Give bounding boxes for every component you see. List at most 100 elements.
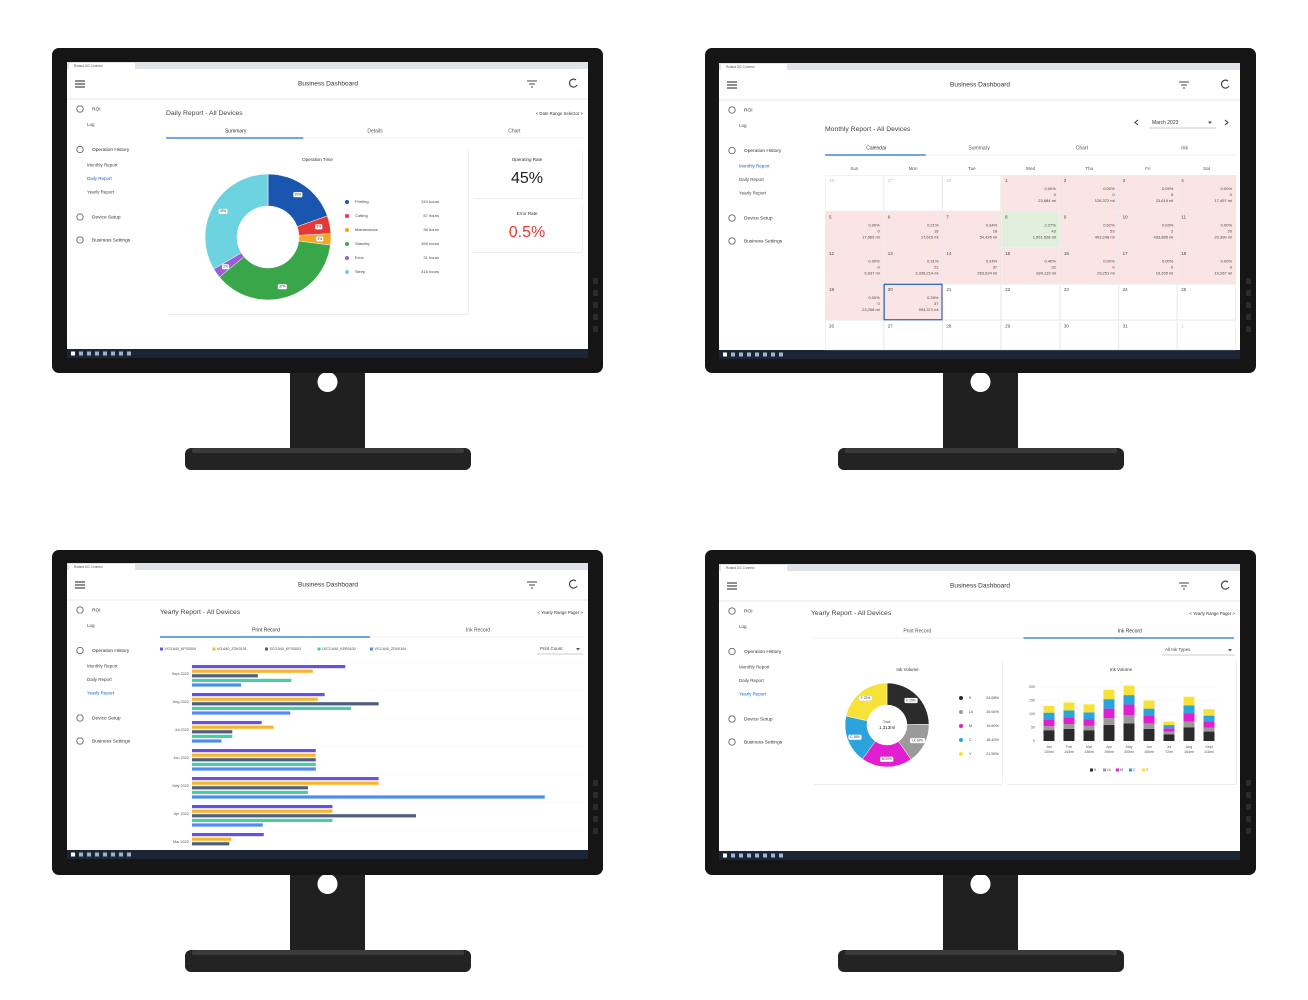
- day-cell[interactable]: [1177, 320, 1236, 351]
- day-cell[interactable]: [942, 284, 1001, 321]
- tab[interactable]: Print Record: [252, 627, 280, 633]
- day-rate: 0.00%: [1221, 222, 1233, 227]
- sidebar-subitem[interactable]: Log: [87, 122, 95, 127]
- tab[interactable]: Chart: [1076, 145, 1089, 151]
- day-cell[interactable]: [825, 211, 884, 248]
- sidebar-item[interactable]: Operation History: [92, 147, 130, 153]
- day-cell[interactable]: [1060, 284, 1119, 321]
- day-cell[interactable]: [1001, 320, 1060, 351]
- sidebar-item[interactable]: Device Setup: [744, 716, 773, 722]
- sidebar-subitem[interactable]: Monthly Report: [87, 163, 118, 168]
- dropdown[interactable]: All Ink Types: [1165, 647, 1191, 652]
- day-cell[interactable]: [942, 175, 1001, 212]
- refresh-icon[interactable]: [568, 579, 578, 589]
- tab[interactable]: Chart: [508, 128, 521, 134]
- day-cell[interactable]: [883, 320, 943, 351]
- sidebar-subitem[interactable]: Monthly Report: [739, 665, 770, 670]
- tab[interactable]: Ink Record: [1118, 628, 1142, 634]
- sidebar-item[interactable]: Device Setup: [92, 214, 121, 220]
- sidebar-item[interactable]: Business Settings: [92, 738, 131, 744]
- sidebar-item[interactable]: Operation History: [744, 148, 782, 154]
- legend-value: 243 hours: [421, 199, 439, 204]
- sidebar-item[interactable]: Business Settings: [744, 238, 783, 244]
- day-cell[interactable]: [825, 284, 884, 321]
- legend-swatch: [959, 710, 963, 714]
- day-cell[interactable]: [1001, 211, 1060, 248]
- day-cell[interactable]: [883, 283, 943, 321]
- day-cell[interactable]: [1118, 247, 1178, 284]
- sidebar-subitem[interactable]: Yearly Report: [87, 190, 115, 195]
- tab[interactable]: Summary: [968, 145, 990, 151]
- tab[interactable]: Details: [367, 128, 383, 134]
- day-count: 32: [1051, 265, 1056, 270]
- dropdown[interactable]: Print Count: [540, 646, 563, 651]
- sidebar-subitem[interactable]: Yearly Report: [739, 692, 767, 697]
- day-cell[interactable]: [1060, 247, 1119, 284]
- day-cell[interactable]: [883, 247, 943, 284]
- tab[interactable]: Print Record: [903, 628, 931, 634]
- sidebar-subitem[interactable]: Daily Report: [87, 677, 113, 682]
- month-label[interactable]: March 2023: [1152, 120, 1179, 126]
- refresh-icon[interactable]: [1220, 79, 1230, 89]
- sidebar-item[interactable]: Operation History: [744, 649, 782, 655]
- day-cell[interactable]: [1118, 175, 1178, 212]
- tab[interactable]: Ink: [1181, 145, 1188, 151]
- range-selector[interactable]: < Date Range Selector >: [536, 111, 584, 116]
- day-cell[interactable]: [825, 320, 884, 351]
- bezel-button: [1246, 792, 1251, 798]
- day-cell[interactable]: [1177, 284, 1236, 321]
- day-cell[interactable]: [1060, 175, 1119, 212]
- day-cell[interactable]: [942, 320, 1001, 351]
- sidebar-subitem[interactable]: Daily Report: [739, 177, 765, 182]
- legend-swatch: [959, 738, 963, 742]
- day-cell[interactable]: [942, 211, 1001, 248]
- sidebar-item[interactable]: ROI: [744, 608, 753, 614]
- sidebar-item[interactable]: Device Setup: [92, 715, 121, 721]
- legend-label: Y: [1146, 768, 1149, 772]
- day-cell[interactable]: [942, 247, 1001, 284]
- day-cell[interactable]: [883, 175, 943, 212]
- legend-label: VG-640_ZOK0101: [217, 647, 247, 651]
- sidebar-item[interactable]: ROI: [92, 106, 101, 112]
- day-cell[interactable]: [1177, 211, 1236, 248]
- day-cell[interactable]: [1001, 175, 1060, 212]
- weekday-label: Sat: [1203, 166, 1211, 171]
- day-cell[interactable]: [883, 211, 943, 248]
- day-cell[interactable]: [1118, 284, 1178, 321]
- sidebar-item[interactable]: Device Setup: [744, 215, 773, 221]
- day-cell[interactable]: [1060, 211, 1119, 248]
- sidebar-subitem[interactable]: Monthly Report: [739, 164, 770, 169]
- refresh-icon[interactable]: [1220, 580, 1230, 590]
- tab[interactable]: Ink Record: [466, 627, 490, 633]
- day-cell[interactable]: [825, 247, 884, 284]
- day-cell[interactable]: [1001, 247, 1060, 284]
- tab[interactable]: Summary: [225, 128, 247, 134]
- day-cell[interactable]: [1118, 320, 1178, 351]
- sidebar-item[interactable]: ROI: [92, 607, 101, 613]
- sidebar-subitem[interactable]: Daily Report: [87, 176, 113, 181]
- tab[interactable]: Calendar: [866, 145, 887, 151]
- day-cell[interactable]: [1118, 211, 1178, 248]
- prev-month[interactable]: [1134, 119, 1139, 126]
- sidebar-item[interactable]: ROI: [744, 107, 753, 113]
- sidebar-item[interactable]: Business Settings: [92, 237, 131, 243]
- sidebar-item[interactable]: Business Settings: [744, 739, 783, 745]
- sidebar-subitem[interactable]: Yearly Report: [87, 691, 115, 696]
- sidebar-subitem[interactable]: Log: [739, 123, 747, 128]
- sidebar-subitem[interactable]: Yearly Report: [739, 191, 767, 196]
- sidebar-subitem[interactable]: Log: [87, 623, 95, 628]
- range-selector[interactable]: < Yearly Range Pager >: [1189, 611, 1235, 616]
- day-cell[interactable]: [1060, 320, 1119, 351]
- day-cell[interactable]: [1001, 284, 1060, 321]
- refresh-icon[interactable]: [568, 78, 578, 88]
- sidebar-subitem[interactable]: Log: [739, 624, 747, 629]
- sidebar-item[interactable]: Operation History: [92, 648, 130, 654]
- weekday-label: Sun: [850, 166, 859, 171]
- sidebar-subitem[interactable]: Monthly Report: [87, 664, 118, 669]
- next-month[interactable]: [1224, 119, 1229, 126]
- day-cell[interactable]: [1177, 175, 1236, 212]
- range-selector[interactable]: < Yearly Range Pager >: [537, 610, 583, 615]
- sidebar-subitem[interactable]: Daily Report: [739, 678, 765, 683]
- day-cell[interactable]: [825, 175, 884, 212]
- day-cell[interactable]: [1177, 247, 1236, 284]
